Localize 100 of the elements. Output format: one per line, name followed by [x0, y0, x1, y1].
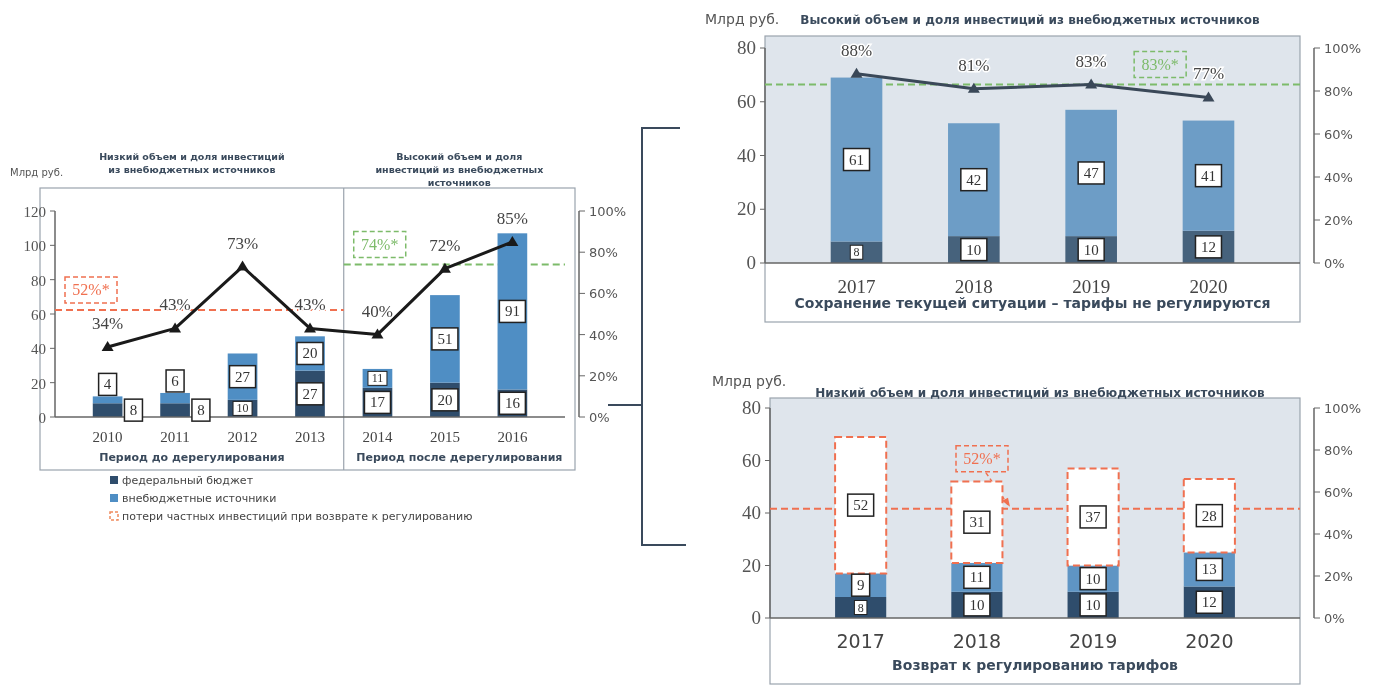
- point: [850, 67, 863, 78]
- data-label: 88%: [840, 40, 873, 60]
- y2-tick-label: 80%: [589, 245, 618, 261]
- point: [304, 322, 316, 333]
- y2-tick-label: 20%: [589, 368, 618, 384]
- ref-line-label: 52%*: [963, 449, 1001, 467]
- y2-tick-label: 0%: [1324, 611, 1345, 626]
- ref-line-label: 83%*: [1141, 55, 1179, 73]
- x-tick-label: 2010: [92, 429, 123, 445]
- y2-tick-label: 0%: [1324, 256, 1345, 271]
- y2-tick-label: 60%: [589, 286, 618, 302]
- chart-title: Низкий объем и доля инвестиций из внебюджетных источников: [815, 386, 1266, 400]
- data-label: 41: [1200, 167, 1216, 184]
- point: [371, 328, 384, 339]
- data-label: 9: [856, 577, 865, 594]
- x-tick-label: 2011: [160, 429, 190, 445]
- text: Низкий объем и доля инвестиций из внебюджетных источников: [99, 151, 285, 175]
- chart-title: Высокий объем и доля инвестиций из внебюджетных источников: [800, 13, 1261, 27]
- x-tick-label: 2017: [836, 630, 885, 652]
- y2-tick-label: 20%: [1324, 213, 1353, 228]
- x-tick-label: 2016: [497, 429, 528, 445]
- y-tick-label: 60: [31, 307, 46, 323]
- y-tick-label: 80: [742, 397, 761, 418]
- data-label: 73%: [226, 233, 259, 253]
- point: [101, 340, 114, 351]
- x-tick-label: 2018: [952, 630, 1002, 652]
- x-tick-label: 2015: [429, 429, 460, 445]
- data-label: 37: [1085, 508, 1102, 525]
- data-label: 27: [302, 385, 318, 402]
- point: [236, 260, 249, 271]
- data-label: 10: [236, 401, 249, 416]
- data-label: 83%: [1075, 51, 1107, 71]
- y-tick-label: 80: [737, 37, 756, 58]
- y-tick-label: 80: [31, 272, 46, 289]
- y2-tick-label: 40%: [589, 327, 618, 343]
- data-label: 85%: [496, 208, 528, 228]
- y-tick-label: 20: [31, 375, 46, 392]
- data-label: 8: [197, 402, 205, 419]
- y-axis-title: Млрд руб.: [712, 373, 787, 389]
- data-label: 20: [302, 345, 318, 362]
- y-tick-label: 60: [737, 90, 756, 112]
- x-tick-label: 2017: [837, 276, 876, 297]
- data-label: 12: [1200, 238, 1216, 255]
- data-label: 52: [853, 497, 869, 514]
- y-tick-label: 40: [742, 502, 761, 523]
- point: [169, 322, 182, 333]
- data-label: 8: [857, 600, 864, 615]
- legend-label: потери частных инвестиций при возврате к регулированию: [122, 510, 473, 523]
- data-label: 10: [969, 596, 985, 613]
- x-axis-title: Возврат к регулированию тарифов: [892, 657, 1179, 673]
- y-tick-label: 0: [746, 252, 756, 273]
- text: Период после дерегулирования: [356, 451, 563, 464]
- data-label: 27: [235, 368, 251, 385]
- y2-tick-label: 100%: [1324, 41, 1362, 56]
- data-label: 8: [853, 245, 860, 260]
- y-tick-label: 60: [742, 449, 761, 471]
- y2-tick-label: 0%: [589, 410, 610, 425]
- data-label: 40%: [361, 301, 394, 321]
- data-label: 11: [371, 371, 384, 386]
- y-tick-label: 120: [23, 204, 46, 220]
- point: [506, 235, 519, 246]
- x-tick-label: 2014: [362, 429, 393, 445]
- data-label: 16: [504, 395, 521, 412]
- y2-tick-label: 20%: [1324, 569, 1353, 584]
- y2-tick-label: 60%: [1324, 485, 1353, 500]
- data-label: 10: [1085, 570, 1101, 587]
- legend-label: федеральный бюджет: [122, 474, 254, 487]
- x-tick-label: 2012: [227, 429, 258, 445]
- y-axis-title: Млрд руб.: [10, 167, 64, 178]
- data-label: 28: [1201, 507, 1217, 524]
- text: Высокий объем и доля инвестиций из внебюджетных источников: [375, 151, 544, 188]
- y2-tick-label: 40%: [1324, 170, 1353, 185]
- ref-line-label: 74%*: [361, 235, 399, 253]
- data-label: 10: [1085, 596, 1101, 613]
- data-label: 61: [849, 151, 865, 168]
- point: [1085, 78, 1098, 89]
- data-label: 8: [129, 402, 138, 419]
- bar: [830, 77, 883, 242]
- data-label: 91: [504, 303, 520, 320]
- legend-label: внебюджетные источники: [122, 492, 277, 505]
- x-tick-label: 2019: [1072, 276, 1111, 297]
- y2-tick-label: 100%: [1324, 401, 1362, 416]
- data-label: 20: [437, 391, 453, 408]
- data-label: 10: [1083, 241, 1099, 258]
- y-tick-label: 20: [737, 198, 756, 220]
- y-axis-title: Млрд руб.: [705, 11, 780, 27]
- data-label: 13: [1201, 561, 1217, 578]
- y-tick-label: 40: [31, 341, 46, 358]
- y-tick-label: 20: [742, 554, 761, 576]
- data-label: 34%: [92, 313, 124, 333]
- y2-tick-label: 80%: [1324, 443, 1353, 458]
- data-label: 72%: [429, 235, 461, 255]
- data-label: 12: [1201, 594, 1217, 611]
- point: [438, 262, 451, 273]
- x-axis-title: Сохранение текущей ситуации – тарифы не регулируются: [794, 295, 1271, 311]
- data-label: 6: [171, 372, 180, 389]
- data-label: 77%: [1192, 64, 1225, 84]
- point: [1202, 91, 1215, 102]
- x-tick-label: 2019: [1068, 630, 1118, 652]
- data-label: 4: [103, 376, 112, 393]
